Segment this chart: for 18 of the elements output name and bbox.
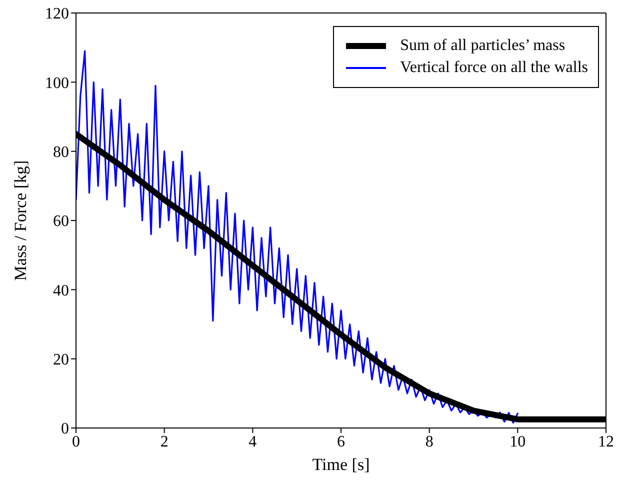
x-axis-title: Time [s]	[312, 455, 370, 474]
y-axis-title: Mass / Force [kg]	[11, 160, 30, 281]
y-tick-label: 100	[45, 74, 69, 92]
y-tick-label: 20	[53, 352, 69, 369]
y-tick-label: 0	[61, 420, 69, 438]
y-tick-label: 120	[45, 6, 69, 23]
x-tick-label: 6	[337, 433, 345, 450]
x-tick-label: 0	[72, 433, 80, 450]
x-tick-label: 2	[160, 433, 168, 450]
y-tick-label: 40	[53, 282, 69, 300]
legend-label: Sum of all particles’ mass	[400, 37, 566, 55]
legend-label: Vertical force on all the walls	[400, 59, 588, 77]
y-tick-label: 80	[53, 144, 69, 162]
y-tick-label: 60	[53, 213, 69, 230]
x-tick-label: 4	[248, 433, 257, 450]
x-tick-label: 12	[598, 433, 614, 450]
x-tick-label: 8	[425, 433, 434, 450]
x-tick-label: 10	[510, 433, 526, 450]
